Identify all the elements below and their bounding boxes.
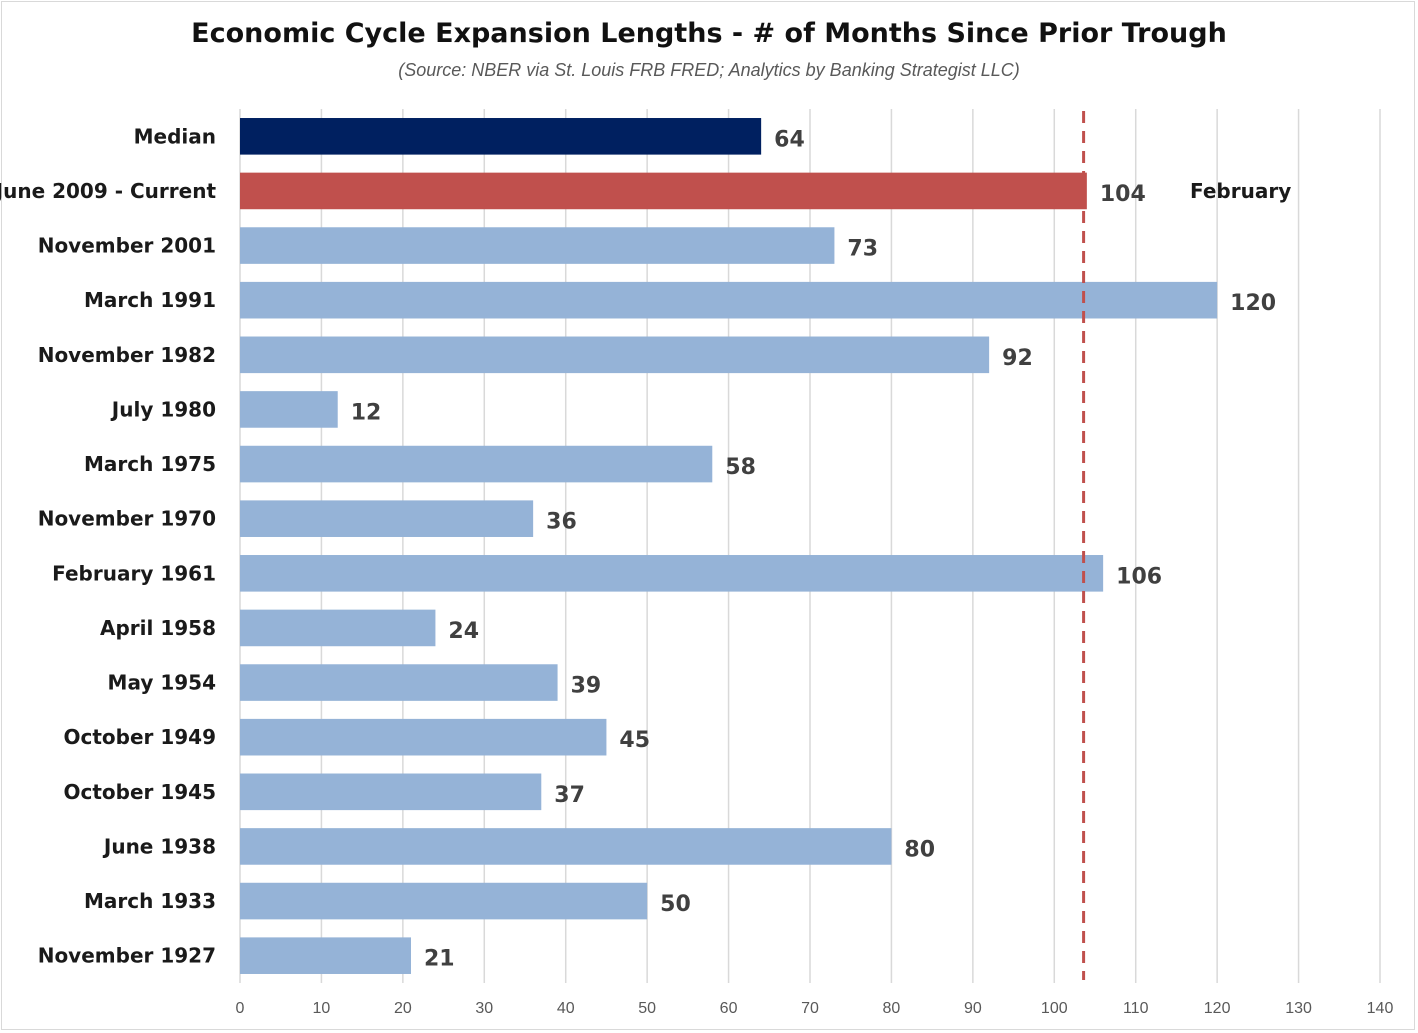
data-label: 39 [571,674,602,699]
bar [240,391,338,428]
data-label: 36 [546,510,577,535]
category-label: November 1982 [38,343,216,367]
data-label: 50 [660,892,691,917]
bar [240,718,607,756]
data-label: 106 [1116,564,1162,589]
category-label: June 2009 - Current [0,179,216,203]
bar [240,664,558,701]
x-tick-label: 30 [475,1000,493,1017]
data-label: 21 [424,947,455,972]
bar [240,445,713,483]
bar [240,773,542,811]
x-tick-label: 100 [1041,1000,1068,1017]
labels: Median 64 June 2009 - Current 104 November 2… [0,124,1291,971]
bar [240,172,1087,210]
data-label: 80 [904,837,935,862]
x-tick-label: 40 [557,1000,575,1017]
category-label: February 1961 [52,561,216,585]
x-tick-label: 20 [394,1000,412,1017]
bar [240,118,762,155]
x-tick-label: 80 [883,1000,901,1017]
x-tick-label: 10 [313,1000,331,1017]
category-label: April 1958 [100,616,216,640]
category-label: November 2001 [38,234,216,258]
category-label: October 1945 [63,780,216,804]
category-label: March 1975 [84,452,216,476]
bar [240,609,436,647]
x-tick-label: 130 [1285,1000,1312,1017]
x-tick-label: 120 [1204,1000,1231,1017]
x-tick-label: 90 [964,1000,982,1017]
data-label: 92 [1002,346,1033,371]
category-label: May 1954 [108,671,216,695]
x-tick-label: 110 [1123,1000,1149,1017]
chart-subtitle: (Source: NBER via St. Louis FRB FRED; An… [398,60,1020,80]
bars [240,118,1218,974]
category-label: June 1938 [102,834,216,858]
category-label: July 1980 [110,397,216,421]
bar [240,882,648,920]
data-label: 120 [1230,291,1276,316]
bar [240,336,990,374]
x-tick-label: 70 [801,1000,819,1017]
x-axis-ticks: 0 10 20 30 40 50 60 70 80 90 100 110 120 130 140 [236,1000,1394,1017]
bar [240,227,835,264]
data-label: 104 [1100,182,1146,207]
bar [240,828,892,865]
bar [240,937,411,974]
bar [240,555,1104,592]
data-label: 37 [554,783,585,808]
chart-title: Economic Cycle Expansion Lengths - # of … [191,18,1227,49]
x-tick-label: 60 [720,1000,738,1017]
category-label: March 1933 [84,889,216,913]
data-label: 45 [619,728,650,753]
x-tick-label: 140 [1367,1000,1394,1017]
category-label: November 1970 [38,507,216,531]
category-label: October 1949 [63,725,216,749]
x-tick-label: 0 [236,1000,245,1017]
category-label: March 1991 [84,288,216,312]
data-label: 58 [725,455,756,480]
data-label: 73 [847,237,878,262]
x-tick-label: 50 [638,1000,656,1017]
bar [240,500,534,537]
bar [240,281,1218,319]
data-label: 64 [774,127,805,152]
category-label: Median [134,124,216,148]
category-label: November 1927 [38,944,216,968]
reference-line-label: February [1190,179,1291,203]
data-label: 24 [448,619,479,644]
data-label: 12 [351,400,382,425]
